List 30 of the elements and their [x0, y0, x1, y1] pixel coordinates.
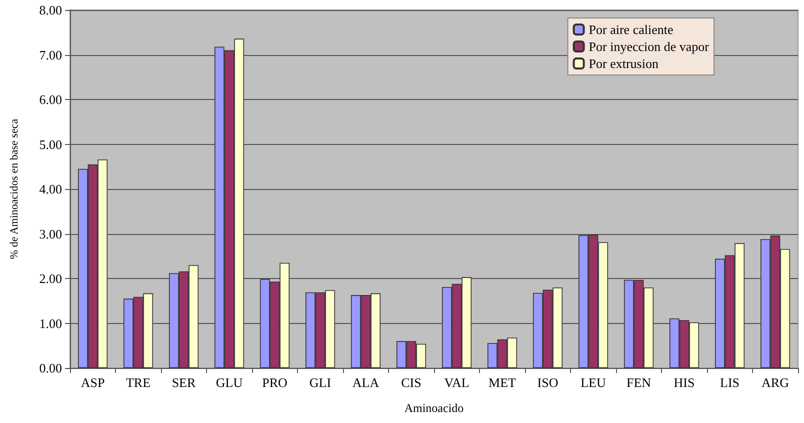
legend-label: Por extrusion — [588, 56, 659, 71]
x-tick-label: FEN — [626, 375, 652, 390]
x-tick-label: PRO — [262, 375, 288, 390]
y-tick-label: 4.00 — [39, 182, 62, 196]
x-tick-label: GLI — [309, 375, 332, 390]
legend-label: Por aire caliente — [588, 22, 674, 37]
x-tick-label: LEU — [580, 375, 606, 390]
x-tick-label: MET — [488, 375, 516, 390]
x-tick-label: VAL — [444, 375, 470, 390]
x-tick-label: ISO — [537, 375, 558, 390]
x-tick-label: HIS — [674, 375, 695, 390]
legend-label: Por inyeccion de vapor — [588, 39, 710, 54]
x-tick-label: ASP — [80, 375, 105, 390]
y-tick-label: 1.00 — [39, 316, 62, 331]
x-axis-title: Aminoacido — [404, 401, 464, 415]
y-tick-label: 5.00 — [39, 136, 62, 152]
y-tick-label: 6.00 — [39, 92, 62, 107]
y-tick-label: 3.00 — [39, 226, 62, 242]
x-tick-label: CIS — [401, 375, 422, 390]
x-tick-label: GLU — [216, 375, 244, 390]
y-tick-label: 8.00 — [39, 2, 62, 18]
x-tick-label: SER — [172, 375, 196, 390]
x-tick-label: ALA — [352, 375, 380, 390]
y-tick-label: 0.00 — [39, 360, 62, 376]
y-tick-label: 2.00 — [39, 271, 62, 286]
x-tick-label: LIS — [720, 375, 740, 390]
y-tick-label: 7.00 — [39, 47, 62, 62]
x-tick-label: TRE — [126, 375, 151, 390]
y-axis-title: % de Aminoacidos en base seca — [8, 118, 20, 260]
x-tick-label: ARG — [762, 375, 789, 390]
